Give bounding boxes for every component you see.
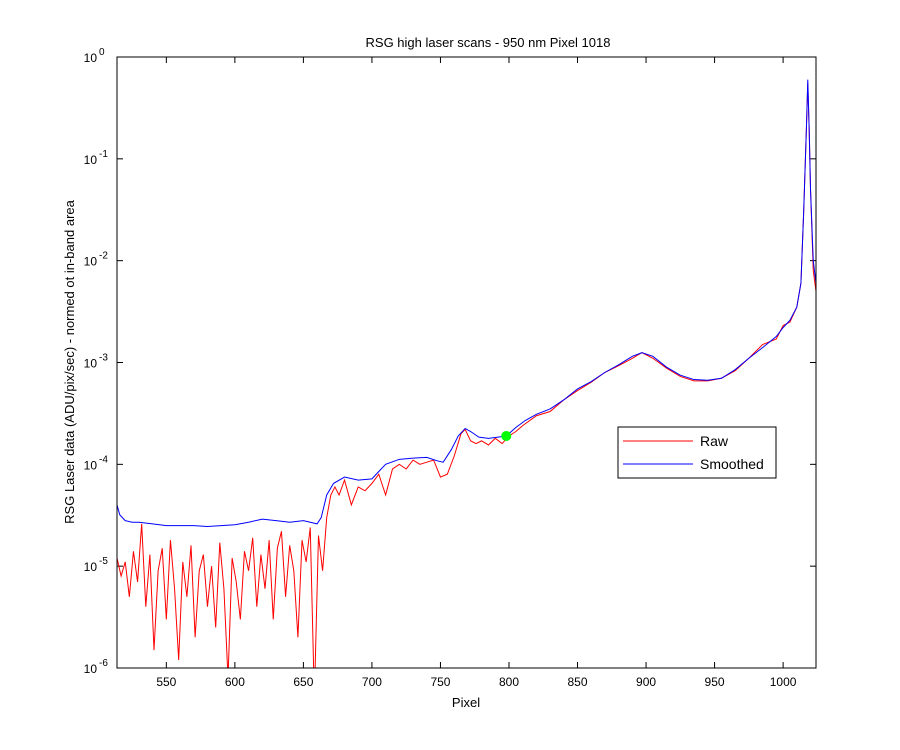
y-tick-label: 10 xyxy=(84,458,98,472)
legend-label: Smoothed xyxy=(700,456,764,472)
y-tick-label: 10 xyxy=(84,560,98,574)
x-tick-label: 850 xyxy=(568,675,588,689)
y-tick-label: 10 xyxy=(84,662,98,676)
axes-box xyxy=(116,56,817,669)
x-tick-label: 700 xyxy=(362,675,382,689)
y-axis-label: RSG Laser data (ADU/pix/sec) - normed ot… xyxy=(62,199,77,523)
y-tick-base: 10 xyxy=(84,51,98,65)
plot-area xyxy=(117,79,816,668)
y-tick-base: 10 xyxy=(84,357,98,371)
highlight-point xyxy=(501,430,512,441)
y-tick-exponent: -4 xyxy=(99,454,108,465)
x-tick-label: 900 xyxy=(636,675,656,689)
y-tick-label: 10 xyxy=(84,153,98,167)
y-tick-label: 10 xyxy=(84,51,98,65)
data-line xyxy=(117,79,816,528)
y-tick-base: 10 xyxy=(84,662,98,676)
legend-box xyxy=(617,426,777,479)
x-tick-label: 600 xyxy=(225,675,245,689)
chart-title: RSG high laser scans - 950 nm Pixel 1018 xyxy=(366,35,611,50)
y-tick-label: 10 xyxy=(84,357,98,371)
y-tick-label: 10 xyxy=(84,255,98,269)
y-tick-exponent: 0 xyxy=(99,47,105,58)
data-line xyxy=(117,83,816,668)
x-axis-label: Pixel xyxy=(452,695,480,710)
y-tick-exponent: -1 xyxy=(99,149,108,160)
y-tick-exponent: -5 xyxy=(99,556,108,567)
x-tick-label: 650 xyxy=(293,675,313,689)
x-tick-label: 1000 xyxy=(770,675,797,689)
y-tick-base: 10 xyxy=(84,560,98,574)
x-tick-label: 750 xyxy=(430,675,450,689)
y-tick-base: 10 xyxy=(84,153,98,167)
x-tick-label: 950 xyxy=(705,675,725,689)
y-tick-base: 10 xyxy=(84,255,98,269)
y-tick-exponent: -6 xyxy=(99,658,108,669)
x-tick-label: 550 xyxy=(156,675,176,689)
y-tick-exponent: -2 xyxy=(99,251,108,262)
x-tick-label: 800 xyxy=(499,675,519,689)
legend-label: Raw xyxy=(700,433,729,449)
y-tick-base: 10 xyxy=(84,458,98,472)
y-tick-exponent: -3 xyxy=(99,353,108,364)
